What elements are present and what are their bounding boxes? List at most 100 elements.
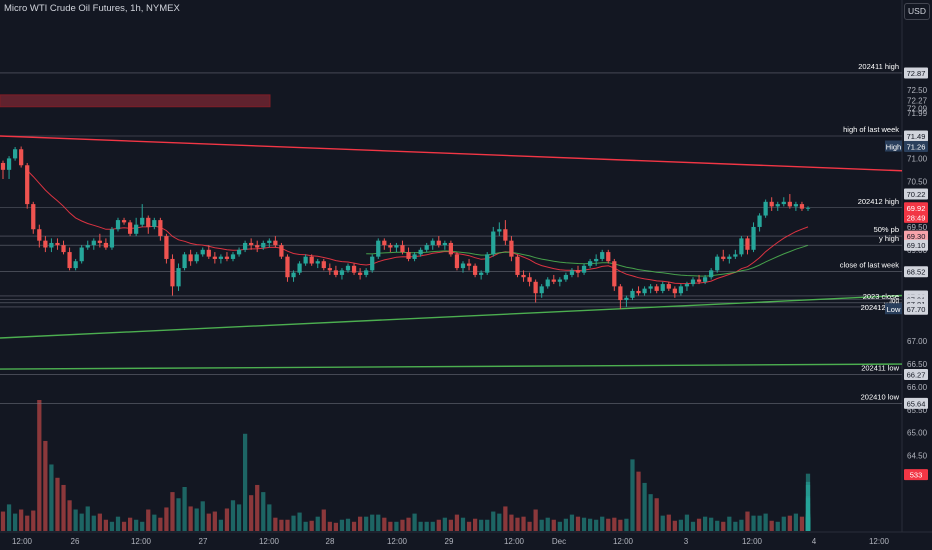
level-label: close of last week (840, 261, 899, 270)
price-label: 72.87 (907, 69, 926, 78)
candle-body (781, 201, 786, 205)
candle-body (636, 290, 641, 294)
volume-bar (769, 520, 774, 531)
candle-body (345, 265, 351, 271)
volume-bar (315, 516, 320, 531)
resistance-zone (0, 94, 271, 108)
volume-bar (357, 516, 363, 531)
volume-bar (569, 514, 575, 531)
candle-body (690, 279, 696, 285)
currency-button[interactable]: USD (904, 3, 930, 20)
volume-bar (430, 521, 435, 531)
volume-bar (103, 519, 109, 531)
volume-bar (236, 504, 242, 531)
volume-bar (751, 515, 756, 531)
candle-body (575, 270, 581, 273)
price-label-box (904, 188, 928, 200)
volume-bar (279, 519, 284, 531)
volume-bar (206, 513, 211, 531)
volume-bar (648, 494, 653, 531)
volume-bar (654, 498, 659, 531)
time-tick: 12:00 (131, 537, 152, 546)
volume-bar (351, 521, 357, 531)
candle-body (485, 254, 490, 273)
candle-body (388, 245, 393, 248)
price-label-box (904, 211, 928, 223)
volume-bar (666, 514, 671, 531)
candle-body (594, 258, 599, 262)
level-label: 202410 low (861, 392, 900, 401)
time-tick: 12:00 (869, 537, 890, 546)
candle-body (351, 265, 357, 273)
candle-body (442, 242, 447, 246)
volume-bar (376, 514, 381, 531)
volume-bar (624, 518, 629, 531)
level-label: 2023 close (863, 292, 899, 301)
volume-bar (91, 515, 96, 531)
volume-bar (733, 521, 738, 531)
price-tick: 66.00 (907, 383, 928, 392)
price-label-box (904, 469, 928, 481)
price-label-box (904, 239, 928, 251)
candle-body (73, 261, 78, 269)
price-tick: 72.27 (907, 96, 928, 105)
volume-bar (612, 517, 617, 531)
candle-body (315, 261, 320, 264)
candle-body (660, 284, 665, 291)
candle-body (61, 245, 66, 253)
candle-body (121, 220, 127, 223)
volume-bar (678, 519, 684, 531)
volume-bar (418, 521, 423, 531)
candle-body (805, 207, 811, 209)
candle-body (654, 286, 659, 291)
candle-body (364, 270, 369, 275)
candle-body (491, 231, 496, 255)
volume-bar (327, 521, 332, 531)
candle-body (684, 284, 690, 287)
volume-bar (587, 518, 593, 531)
volume-bar (303, 521, 308, 531)
candle-body (472, 265, 478, 275)
volume-bar (424, 521, 429, 531)
high-marker: High (886, 143, 901, 152)
candle-body (339, 270, 345, 275)
candle-body (97, 240, 102, 243)
price-label-box (904, 202, 928, 214)
candle-body (672, 288, 677, 294)
volume-bar (297, 512, 302, 531)
volume-bar (6, 504, 12, 531)
candle-body (37, 229, 42, 241)
candle-body (291, 272, 296, 278)
volume-bar (472, 518, 478, 531)
price-label: 71.49 (907, 132, 926, 141)
price-label: 69.30 (907, 232, 926, 241)
candle-body (6, 158, 12, 170)
volume-bar (454, 514, 460, 531)
candle-body (206, 249, 211, 257)
candle-body (715, 256, 720, 271)
price-tick: 70.50 (907, 177, 928, 186)
time-tick: 29 (445, 537, 454, 546)
volume-bar (606, 518, 611, 531)
low-marker: Low (887, 305, 901, 314)
volume-bar (388, 521, 393, 531)
volume-bar (182, 486, 187, 531)
price-label: 67.70 (907, 305, 926, 314)
candle-body (763, 201, 768, 216)
price-tick: 71.99 (907, 109, 928, 118)
volume-bar (170, 492, 175, 531)
candle-body (236, 249, 242, 255)
volume-bar (49, 464, 54, 531)
volume-bar (672, 520, 677, 531)
volume-bar (448, 519, 454, 531)
volume-bar (109, 521, 115, 531)
volume-bar (140, 521, 145, 531)
volume-bar (0, 511, 6, 531)
price-label: 533 (910, 471, 923, 480)
volume-bar (642, 482, 647, 531)
volume-bar (37, 400, 42, 531)
volume-bar (466, 521, 472, 531)
candle-body (479, 272, 484, 275)
time-tick: 12:00 (613, 537, 634, 546)
